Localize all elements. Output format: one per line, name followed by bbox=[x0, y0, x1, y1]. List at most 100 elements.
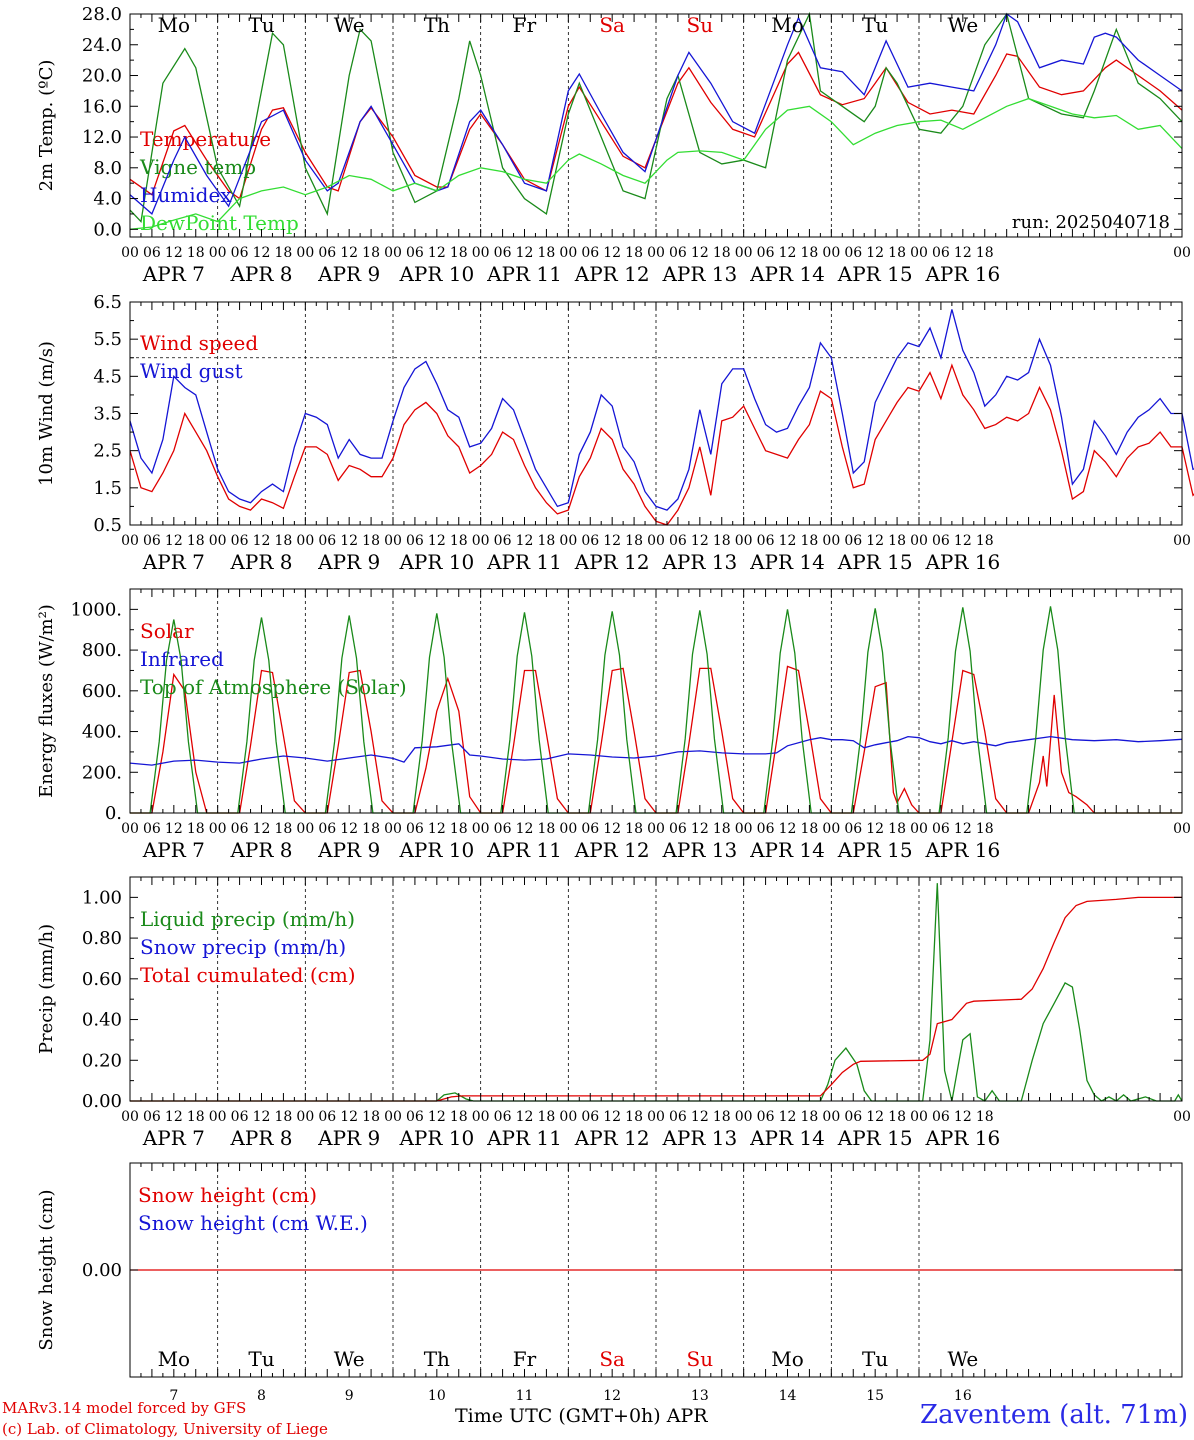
y-tick-label: 0.00 bbox=[82, 1091, 122, 1112]
date-label: APR 12 bbox=[574, 838, 650, 862]
date-label: APR 14 bbox=[749, 262, 825, 286]
day-number: 10 bbox=[428, 1388, 446, 1404]
y-tick-label: 800. bbox=[82, 640, 122, 661]
y-tick-label: 4.5 bbox=[93, 366, 122, 387]
hour-tick-label: 00 bbox=[822, 245, 840, 261]
hour-tick-label: 18 bbox=[625, 1109, 643, 1125]
hour-tick-label: 06 bbox=[669, 1109, 687, 1125]
hour-tick-label: 00 bbox=[1173, 1109, 1191, 1125]
hour-tick-label: 06 bbox=[406, 1109, 424, 1125]
legend-entry: Snow precip (mm/h) bbox=[140, 935, 346, 959]
legend-entry: Top of Atmosphere (Solar) bbox=[140, 675, 407, 699]
hour-tick-label: 12 bbox=[428, 1109, 446, 1125]
hour-tick-label: 06 bbox=[318, 821, 336, 837]
hour-tick-label: 12 bbox=[340, 1109, 358, 1125]
hour-tick-label: 06 bbox=[494, 245, 512, 261]
hour-tick-label: 12 bbox=[340, 533, 358, 549]
series-line-green bbox=[129, 11, 1183, 223]
series-line-red bbox=[129, 363, 1194, 526]
date-label: APR 8 bbox=[229, 550, 292, 574]
hour-tick-label: 12 bbox=[340, 821, 358, 837]
series-line-red bbox=[130, 896, 1182, 1102]
model-credit: MARv3.14 model forced by GFS bbox=[2, 1399, 247, 1417]
hour-tick-label: 06 bbox=[143, 533, 161, 549]
day-number: 11 bbox=[516, 1388, 534, 1404]
day-name-bottom: Fr bbox=[513, 1347, 537, 1371]
legend-entry: Total cumulated (cm) bbox=[140, 963, 356, 987]
hour-tick-label: 00 bbox=[647, 245, 665, 261]
day-name-top: We bbox=[947, 13, 978, 37]
y-tick-label: 0.5 bbox=[93, 515, 122, 536]
y-tick-label: 4.0 bbox=[93, 189, 122, 210]
date-label: APR 8 bbox=[229, 1126, 292, 1150]
date-label: APR 15 bbox=[837, 838, 913, 862]
y-axis-label: Precip (mm/h) bbox=[36, 924, 57, 1054]
hour-tick-label: 12 bbox=[603, 533, 621, 549]
hour-tick-label: 06 bbox=[669, 245, 687, 261]
hour-tick-label: 12 bbox=[691, 533, 709, 549]
lab-credit: (c) Lab. of Climatology, University of L… bbox=[2, 1420, 328, 1438]
legend-entry: Humidex bbox=[140, 183, 232, 207]
hour-tick-label: 00 bbox=[384, 1109, 402, 1125]
hour-tick-label: 00 bbox=[1173, 245, 1191, 261]
date-label: APR 9 bbox=[317, 262, 380, 286]
hour-tick-label: 12 bbox=[779, 533, 797, 549]
hour-tick-label: 00 bbox=[1173, 533, 1191, 549]
hour-tick-label: 12 bbox=[603, 1109, 621, 1125]
hour-tick-label: 18 bbox=[625, 533, 643, 549]
hour-tick-label: 18 bbox=[362, 533, 380, 549]
run-label: run: 2025040718 bbox=[1012, 212, 1170, 233]
y-tick-label: 400. bbox=[82, 722, 122, 743]
hour-tick-label: 00 bbox=[121, 245, 139, 261]
day-name-bottom: Th bbox=[424, 1347, 450, 1371]
hour-tick-label: 00 bbox=[559, 1109, 577, 1125]
hour-tick-label: 12 bbox=[954, 1109, 972, 1125]
hour-tick-label: 12 bbox=[779, 821, 797, 837]
hour-tick-label: 00 bbox=[647, 821, 665, 837]
hour-tick-label: 18 bbox=[888, 821, 906, 837]
hour-tick-label: 00 bbox=[1173, 821, 1191, 837]
day-name-top: Th bbox=[424, 13, 450, 37]
hour-tick-label: 00 bbox=[822, 821, 840, 837]
hour-tick-label: 06 bbox=[932, 1109, 950, 1125]
date-label: APR 10 bbox=[398, 262, 474, 286]
hour-tick-label: 06 bbox=[406, 533, 424, 549]
y-tick-label: 24.0 bbox=[82, 35, 122, 56]
hour-tick-label: 00 bbox=[647, 533, 665, 549]
day-number: 13 bbox=[691, 1388, 709, 1404]
hour-tick-label: 00 bbox=[296, 1109, 314, 1125]
date-label: APR 12 bbox=[574, 1126, 650, 1150]
hour-tick-label: 06 bbox=[143, 821, 161, 837]
day-number: 16 bbox=[954, 1388, 972, 1404]
hour-tick-label: 12 bbox=[253, 821, 271, 837]
hour-tick-label: 18 bbox=[538, 533, 556, 549]
hour-tick-label: 00 bbox=[296, 533, 314, 549]
hour-tick-label: 06 bbox=[757, 245, 775, 261]
date-label: APR 11 bbox=[486, 262, 562, 286]
series-line-blue bbox=[129, 309, 1194, 511]
y-axis-label: 2m Temp. (ºC) bbox=[36, 60, 57, 192]
time-axis-label: Time UTC (GMT+0h) APR bbox=[455, 1405, 708, 1427]
hour-tick-label: 00 bbox=[472, 1109, 490, 1125]
day-number: 7 bbox=[169, 1388, 178, 1404]
hour-tick-label: 18 bbox=[976, 533, 994, 549]
hour-tick-label: 18 bbox=[888, 533, 906, 549]
legend-entry: Snow height (cm) bbox=[138, 1183, 317, 1207]
hour-tick-label: 06 bbox=[932, 821, 950, 837]
hour-tick-label: 06 bbox=[932, 533, 950, 549]
hour-tick-label: 18 bbox=[976, 821, 994, 837]
hour-tick-label: 18 bbox=[801, 533, 819, 549]
day-name-bottom: Mo bbox=[158, 1347, 191, 1371]
day-name-top: Tu bbox=[248, 13, 274, 37]
hour-tick-label: 12 bbox=[779, 245, 797, 261]
date-label: APR 11 bbox=[486, 1126, 562, 1150]
hour-tick-label: 18 bbox=[187, 245, 205, 261]
hour-tick-label: 18 bbox=[187, 533, 205, 549]
hour-tick-label: 06 bbox=[318, 1109, 336, 1125]
hour-tick-label: 12 bbox=[165, 245, 183, 261]
day-name-bottom: Tu bbox=[248, 1347, 274, 1371]
day-name-bottom: We bbox=[947, 1347, 978, 1371]
y-tick-label: 12.0 bbox=[82, 127, 122, 148]
day-name-top: Sa bbox=[599, 13, 625, 37]
hour-tick-label: 18 bbox=[976, 1109, 994, 1125]
